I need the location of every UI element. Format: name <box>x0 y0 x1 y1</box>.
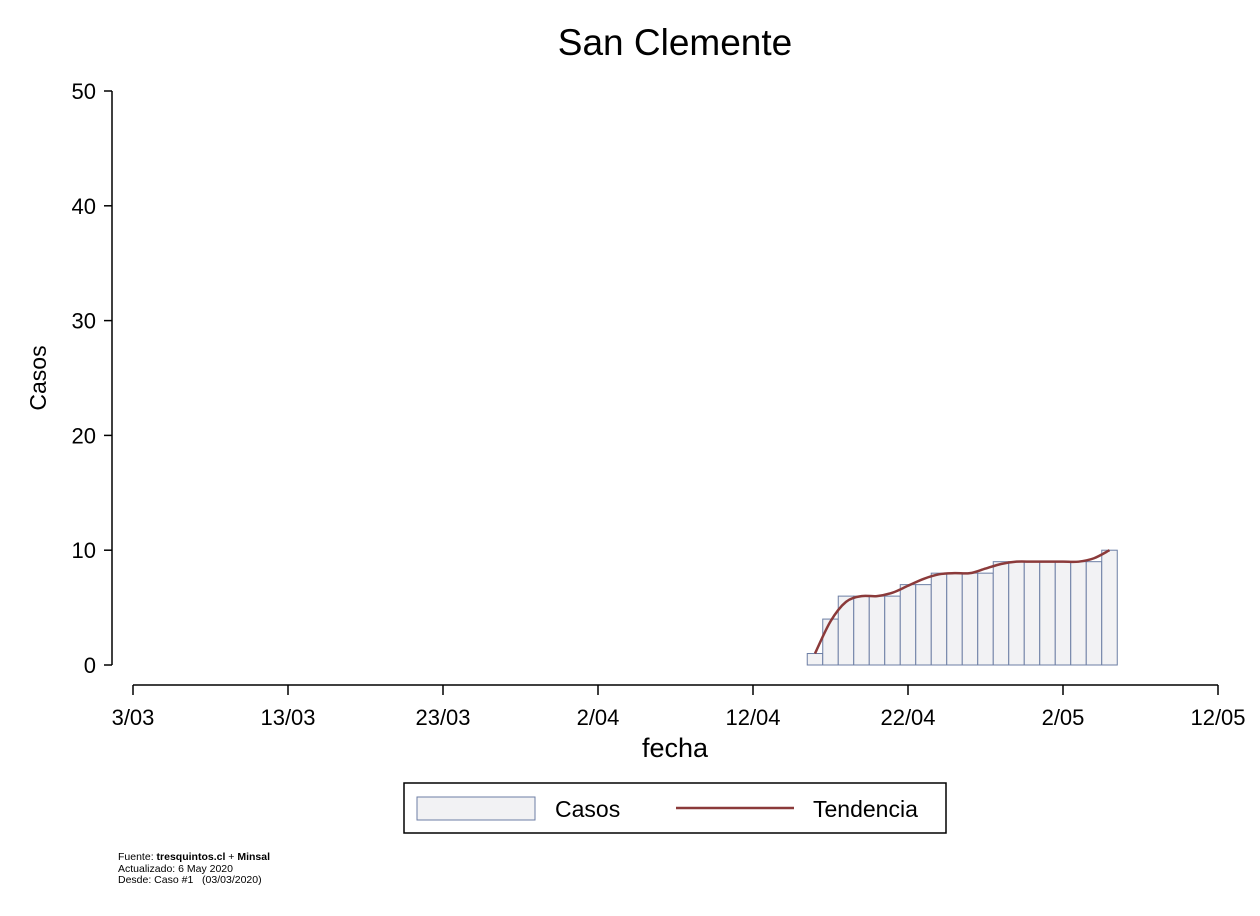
bar <box>961 572 979 666</box>
x-axis-label: fecha <box>642 733 709 763</box>
x-tick-label: 12/05 <box>1190 705 1245 730</box>
y-tick-label: 50 <box>72 79 96 104</box>
bars <box>806 549 1118 666</box>
bar <box>915 584 932 666</box>
x-tick-label: 3/03 <box>112 705 155 730</box>
y-tick-label: 40 <box>72 194 96 219</box>
bar <box>930 572 948 666</box>
y-tick-label: 10 <box>72 538 96 563</box>
bar <box>1085 561 1103 666</box>
bar <box>1008 561 1025 666</box>
x-axis: 3/03 13/03 23/03 2/04 12/04 22/04 2/05 12/05 <box>112 684 1246 730</box>
legend-label-tendencia: Tendencia <box>813 796 918 822</box>
chart-title: San Clemente <box>558 22 792 63</box>
bar <box>946 572 963 666</box>
bar <box>853 595 870 666</box>
bar <box>806 653 824 666</box>
y-tick-label: 30 <box>72 309 96 334</box>
bar <box>1054 561 1072 666</box>
trend-series <box>813 549 1111 655</box>
x-tick-label: 22/04 <box>880 705 935 730</box>
x-tick-label: 12/04 <box>725 705 780 730</box>
footer-since: Desde: Caso #1 (03/03/2020) <box>118 874 262 886</box>
x-tick-label: 2/05 <box>1042 705 1085 730</box>
trend-line <box>813 549 1111 655</box>
y-tick-label: 0 <box>84 653 96 678</box>
footer-source: Fuente: tresquintos.cl + Minsal <box>118 851 271 863</box>
x-tick-label: 2/04 <box>577 705 620 730</box>
footer: Fuente: tresquintos.cl + Minsal Actualiz… <box>118 851 271 887</box>
legend-swatch-casos <box>416 796 536 821</box>
bar <box>1039 561 1056 666</box>
bar <box>899 584 917 666</box>
bar <box>822 618 839 666</box>
legend: Casos Tendencia <box>403 782 947 834</box>
x-tick-label: 23/03 <box>415 705 470 730</box>
bar <box>992 561 1010 666</box>
bar <box>977 572 994 666</box>
x-tick-label: 13/03 <box>260 705 315 730</box>
y-axis-label: Casos <box>25 345 51 410</box>
bar <box>868 595 886 666</box>
y-axis: 0 10 20 30 40 50 <box>72 79 113 678</box>
bar <box>884 595 901 666</box>
bar <box>1070 561 1087 666</box>
legend-label-casos: Casos <box>555 796 620 822</box>
bar <box>1023 561 1041 666</box>
y-tick-label: 20 <box>72 423 96 448</box>
footer-updated: Actualizado: 6 May 2020 <box>118 862 233 875</box>
bar <box>1101 549 1118 666</box>
